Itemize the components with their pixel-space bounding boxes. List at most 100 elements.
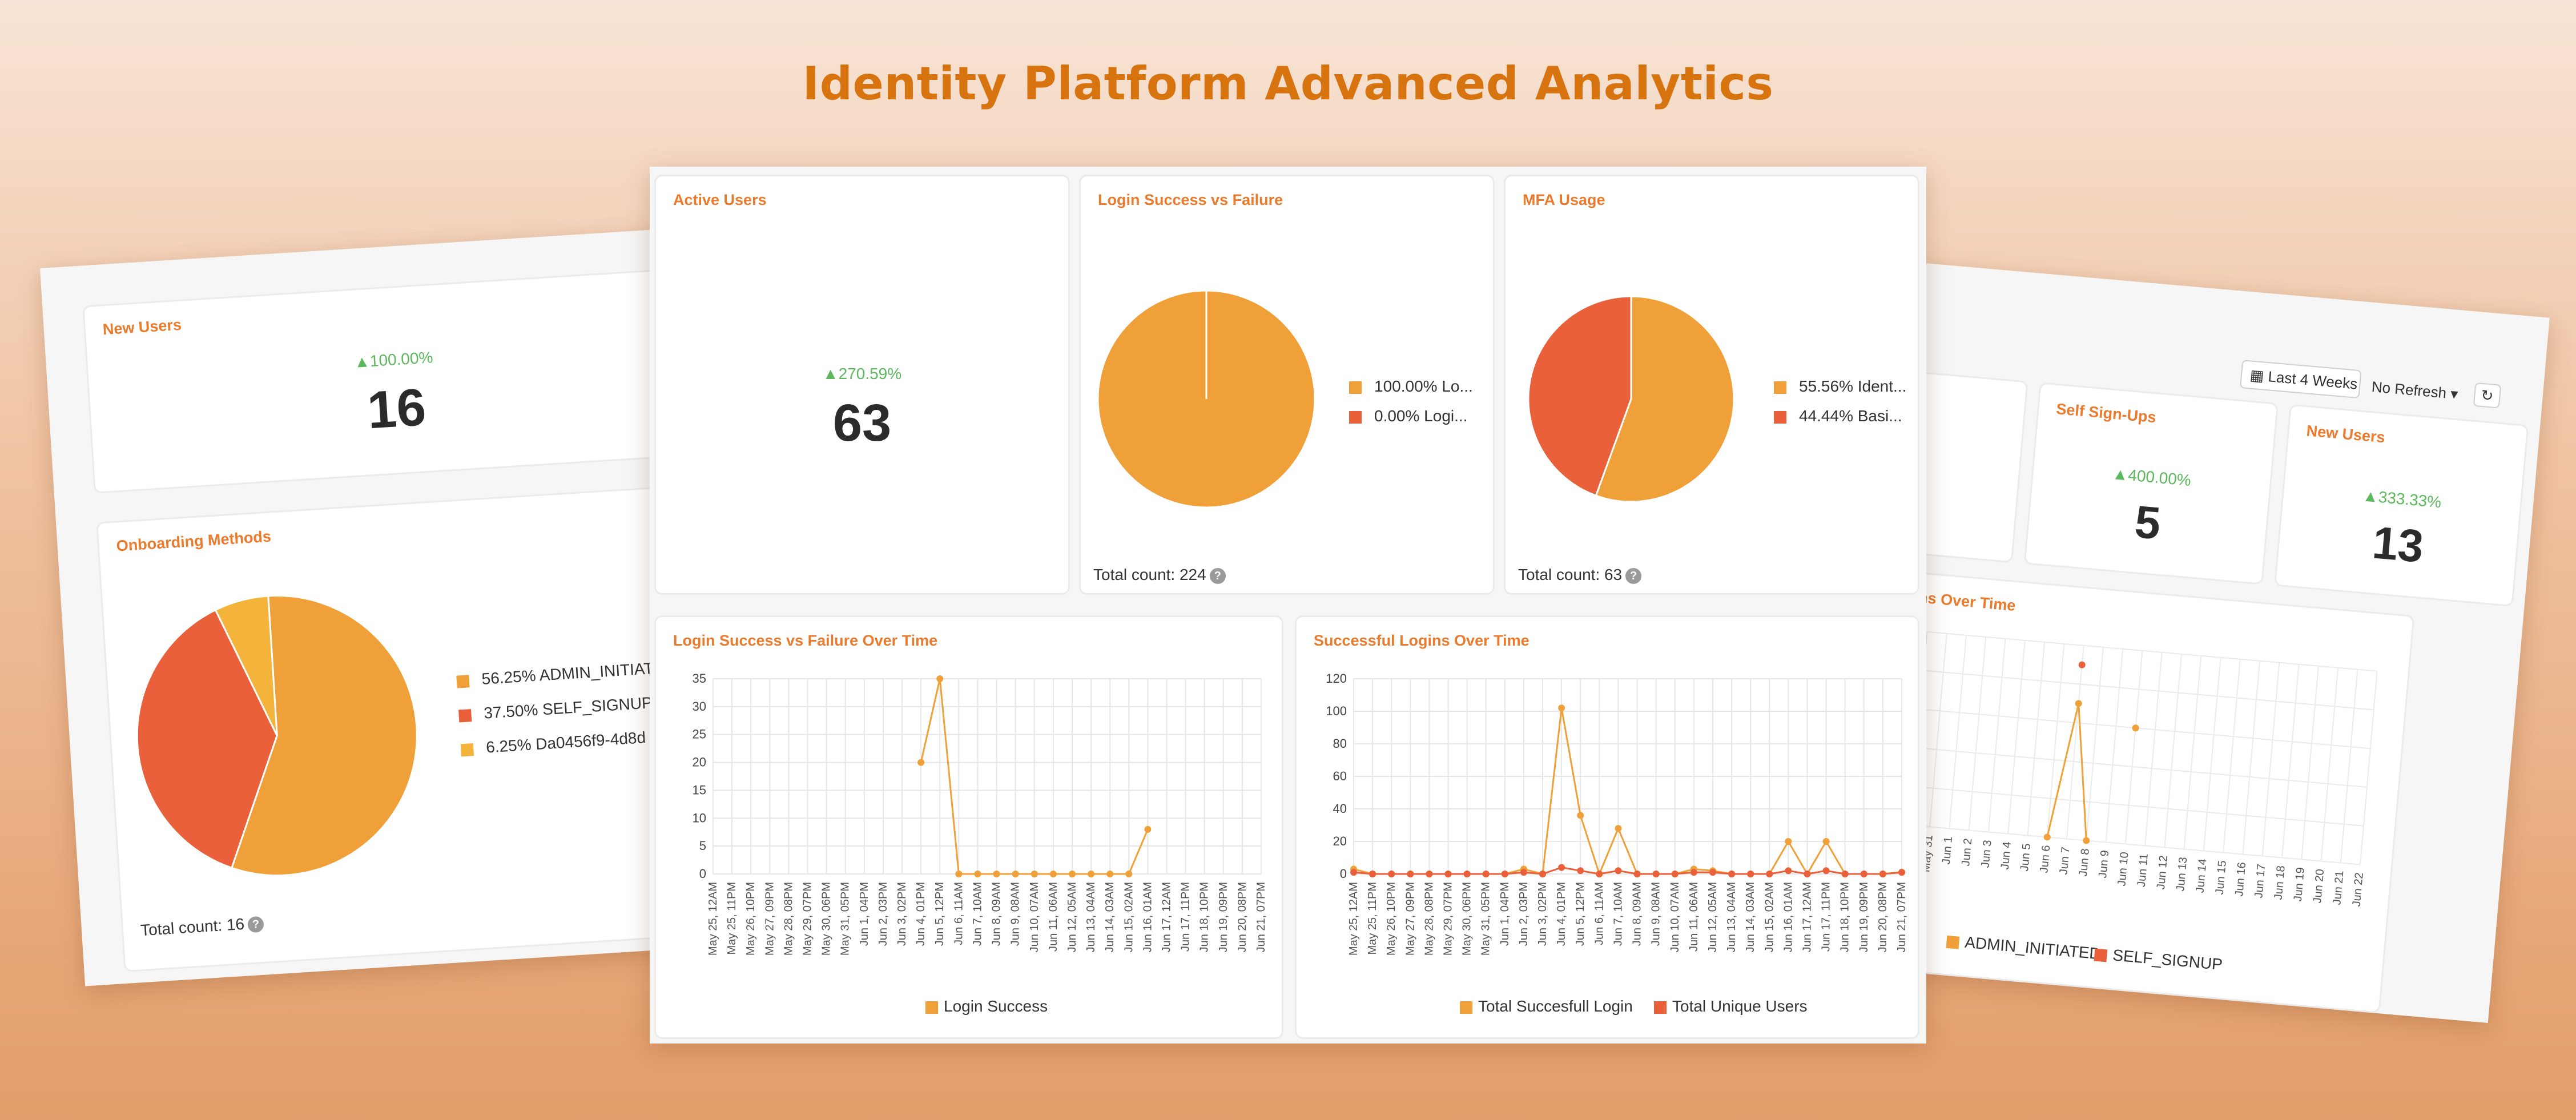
data-point[interactable] xyxy=(2078,661,2086,668)
grid-line xyxy=(2183,655,2202,849)
total-count: Total count: 16? xyxy=(140,914,264,940)
data-point[interactable] xyxy=(1804,871,1811,877)
data-point[interactable] xyxy=(1388,871,1395,877)
pie-slice-basic[interactable] xyxy=(1527,295,1632,497)
data-point[interactable] xyxy=(2075,700,2082,707)
x-tick-label: Jun 6, 11AM xyxy=(952,882,965,945)
x-tick-label: Jun 3, 02PM xyxy=(896,882,908,946)
date-range-button[interactable]: ▦ Last 4 Weeks xyxy=(2239,360,2362,399)
data-point[interactable] xyxy=(1615,867,1622,875)
data-point[interactable] xyxy=(955,871,963,877)
x-tick-label: Jun 20, 08PM xyxy=(1877,882,1889,952)
data-point[interactable] xyxy=(1125,871,1133,877)
data-point[interactable] xyxy=(1088,871,1095,877)
data-point[interactable] xyxy=(1633,871,1641,877)
data-point[interactable] xyxy=(1879,871,1886,877)
data-point[interactable] xyxy=(1444,871,1452,877)
x-tick-label: Jun 15 xyxy=(2213,860,2229,895)
total-count: Total count: 224? xyxy=(1093,566,1226,584)
data-point[interactable] xyxy=(1766,871,1773,877)
data-point[interactable] xyxy=(1539,871,1547,877)
grid-line xyxy=(2301,666,2319,860)
grid-line xyxy=(2242,660,2261,855)
data-point[interactable] xyxy=(1747,871,1754,877)
data-point[interactable] xyxy=(1671,871,1679,877)
data-point[interactable] xyxy=(1068,871,1076,877)
data-point[interactable] xyxy=(1898,869,1905,876)
x-tick-label: Jun 4, 01PM xyxy=(915,882,927,946)
data-point[interactable] xyxy=(1841,871,1849,877)
x-tick-label: Jun 4 xyxy=(1999,841,2014,870)
y-tick-label: 20 xyxy=(1333,834,1347,848)
data-point[interactable] xyxy=(1709,869,1716,876)
x-tick-label: Jun 4, 01PM xyxy=(1555,882,1568,946)
new-users-card: New Users ▲333.33% 13 xyxy=(2274,404,2529,607)
data-point[interactable] xyxy=(1463,871,1471,877)
data-point[interactable] xyxy=(1577,867,1584,875)
pie-slice-self-signup[interactable] xyxy=(129,607,285,873)
x-tick-label: Jun 5 xyxy=(2018,843,2033,872)
x-tick-label: Jun 18, 10PM xyxy=(1198,882,1211,952)
y-tick-label: 10 xyxy=(693,811,706,825)
data-point[interactable] xyxy=(1728,871,1736,877)
data-point[interactable] xyxy=(1407,871,1414,877)
help-icon[interactable]: ? xyxy=(1625,567,1642,584)
help-icon[interactable]: ? xyxy=(247,916,264,933)
x-tick-label: May 31, 05PM xyxy=(839,882,852,956)
card-title: Successful Logins Over Time xyxy=(1314,632,1530,649)
pie-slice-admin-initiated[interactable] xyxy=(215,587,425,879)
help-icon[interactable]: ? xyxy=(1209,567,1226,584)
data-point[interactable] xyxy=(2043,833,2051,841)
data-point[interactable] xyxy=(1785,838,1792,845)
x-tick-label: May 29, 07PM xyxy=(802,882,814,956)
x-tick-label: May 28, 08PM xyxy=(782,882,795,956)
data-point[interactable] xyxy=(1558,864,1565,871)
reload-icon[interactable]: ↻ xyxy=(2473,382,2502,409)
data-point[interactable] xyxy=(993,871,1000,877)
data-point[interactable] xyxy=(1350,869,1357,876)
pie-slice-identity[interactable] xyxy=(1595,295,1735,503)
data-point[interactable] xyxy=(1031,871,1038,877)
x-tick-label: Jun 1, 04PM xyxy=(1499,882,1511,946)
data-point[interactable] xyxy=(1652,871,1660,877)
delta-badge: ▲270.59% xyxy=(822,365,902,382)
grid-line xyxy=(2066,645,2084,839)
data-point[interactable] xyxy=(1822,838,1830,845)
data-point[interactable] xyxy=(1785,867,1792,875)
grid-line xyxy=(1949,635,1967,829)
successful-logins-card: Successful Logins Over Time May 25, 12AM… xyxy=(1295,615,1919,1039)
data-point[interactable] xyxy=(1426,871,1433,877)
data-point[interactable] xyxy=(936,675,944,682)
x-tick-label: Jun 2, 03PM xyxy=(1518,882,1530,946)
data-point[interactable] xyxy=(917,759,925,766)
data-point[interactable] xyxy=(1822,867,1830,875)
data-point[interactable] xyxy=(1144,825,1152,833)
x-tick-label: Jun 11, 06AM xyxy=(1047,882,1060,952)
data-point[interactable] xyxy=(1690,869,1697,876)
data-point[interactable] xyxy=(1049,871,1057,877)
x-tick-label: Jun 11, 06AM xyxy=(1688,882,1700,952)
x-tick-label: Jun 19, 09PM xyxy=(1858,882,1870,952)
data-point[interactable] xyxy=(1577,812,1584,819)
refresh-dropdown[interactable]: No Refresh ▾ xyxy=(2370,378,2459,403)
data-point[interactable] xyxy=(1501,871,1508,877)
data-point[interactable] xyxy=(1615,825,1622,832)
data-point[interactable] xyxy=(1106,871,1114,877)
data-point[interactable] xyxy=(1558,704,1565,712)
legend-item: 100.00% Lo... xyxy=(1349,377,1473,396)
data-point[interactable] xyxy=(974,871,981,877)
data-point[interactable] xyxy=(1482,871,1490,877)
grid-line xyxy=(2281,664,2300,858)
data-point[interactable] xyxy=(1860,871,1867,877)
data-point[interactable] xyxy=(1520,869,1527,876)
mfa-usage-pie-chart xyxy=(1527,295,1735,503)
data-point[interactable] xyxy=(1369,871,1376,877)
data-point[interactable] xyxy=(1012,871,1019,877)
data-point[interactable] xyxy=(1596,871,1603,877)
x-tick-label: May 30, 06PM xyxy=(1461,882,1474,956)
x-tick-label: May 25, 11PM xyxy=(726,882,738,954)
data-point[interactable] xyxy=(2132,724,2139,732)
data-point[interactable] xyxy=(2083,837,2090,844)
pie-slice-da0456f9-4d8d[interactable] xyxy=(214,595,278,739)
